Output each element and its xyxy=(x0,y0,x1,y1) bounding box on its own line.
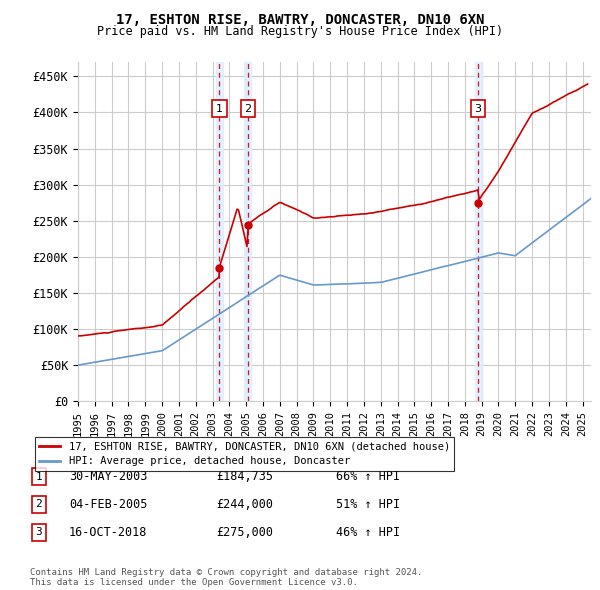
Bar xyxy=(216,62,223,401)
Bar xyxy=(475,62,482,401)
Text: 1: 1 xyxy=(35,472,43,481)
Text: 46% ↑ HPI: 46% ↑ HPI xyxy=(336,526,400,539)
Text: £275,000: £275,000 xyxy=(216,526,273,539)
Text: 3: 3 xyxy=(475,104,482,114)
Text: Contains HM Land Registry data © Crown copyright and database right 2024.: Contains HM Land Registry data © Crown c… xyxy=(30,568,422,576)
Text: Price paid vs. HM Land Registry's House Price Index (HPI): Price paid vs. HM Land Registry's House … xyxy=(97,25,503,38)
Bar xyxy=(244,62,251,401)
Text: 2: 2 xyxy=(35,500,43,509)
Text: 04-FEB-2005: 04-FEB-2005 xyxy=(69,498,148,511)
Text: £184,735: £184,735 xyxy=(216,470,273,483)
Text: 30-MAY-2003: 30-MAY-2003 xyxy=(69,470,148,483)
Text: This data is licensed under the Open Government Licence v3.0.: This data is licensed under the Open Gov… xyxy=(30,578,358,587)
Text: 1: 1 xyxy=(216,104,223,114)
Text: 66% ↑ HPI: 66% ↑ HPI xyxy=(336,470,400,483)
Text: 51% ↑ HPI: 51% ↑ HPI xyxy=(336,498,400,511)
Text: £244,000: £244,000 xyxy=(216,498,273,511)
Text: 16-OCT-2018: 16-OCT-2018 xyxy=(69,526,148,539)
Text: 17, ESHTON RISE, BAWTRY, DONCASTER, DN10 6XN: 17, ESHTON RISE, BAWTRY, DONCASTER, DN10… xyxy=(116,13,484,27)
Text: 3: 3 xyxy=(35,527,43,537)
Legend: 17, ESHTON RISE, BAWTRY, DONCASTER, DN10 6XN (detached house), HPI: Average pric: 17, ESHTON RISE, BAWTRY, DONCASTER, DN10… xyxy=(35,437,454,471)
Text: 2: 2 xyxy=(244,104,251,114)
